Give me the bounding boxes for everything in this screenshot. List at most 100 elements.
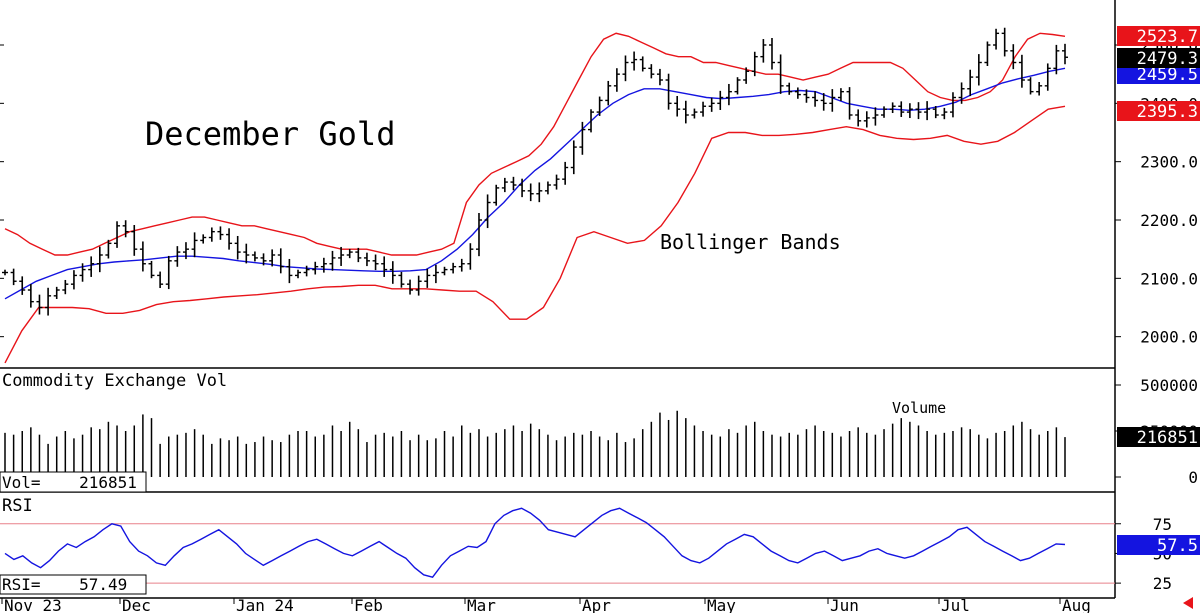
middle-band-value-label: 2459.5 (1117, 64, 1200, 85)
price-y-tick-label: 2200.0 (1140, 211, 1198, 230)
ohlc-bar (622, 55, 629, 82)
ohlc-bar (829, 89, 836, 112)
ohlc-bar (441, 266, 448, 276)
ohlc-bar (148, 260, 155, 279)
ohlc-bar (1036, 81, 1043, 96)
ohlc-bar (191, 232, 198, 258)
ohlc-bar (269, 249, 276, 267)
ohlc-bar (915, 102, 922, 120)
ohlc-bar (993, 28, 1000, 50)
chart-title: December Gold (145, 115, 395, 153)
volume-panel (4, 410, 1066, 477)
ohlc-bar (975, 54, 982, 86)
ohlc-bar (53, 286, 60, 299)
ohlc-bar (1053, 44, 1060, 75)
ohlc-bar (389, 261, 396, 284)
ohlc-bar (372, 254, 379, 271)
ohlc-bar (691, 108, 698, 119)
ohlc-bar (958, 82, 965, 104)
ohlc-bar (432, 264, 439, 284)
ohlc-bar (898, 101, 905, 117)
ohlc-bar (932, 106, 939, 119)
ohlc-bar (734, 77, 741, 95)
scroll-left-arrow-icon[interactable] (1183, 597, 1193, 609)
svg-text:2479.3: 2479.3 (1137, 49, 1198, 69)
ohlc-bar (846, 87, 853, 120)
ohlc-bar (777, 54, 784, 94)
ohlc-bar (277, 248, 284, 274)
lower-band-value-label: 2395.3 (1117, 101, 1200, 122)
ohlc-bar (475, 213, 482, 257)
ohlc-bar (165, 255, 172, 290)
ohlc-bar (19, 276, 26, 295)
upper-bollinger-band (4, 32, 1066, 256)
ohlc-bar (329, 250, 336, 271)
ohlc-bar (665, 73, 672, 110)
ohlc-bar (243, 243, 250, 264)
ohlc-bar (1018, 54, 1025, 88)
ohlc-bar (562, 161, 569, 185)
ohlc-bar (1001, 27, 1008, 57)
ohlc-bar (579, 121, 586, 155)
ohlc-bar (794, 87, 801, 99)
ohlc-bar (967, 69, 974, 97)
ohlc-bar (906, 103, 913, 119)
x-tick-label: Mar (467, 596, 496, 613)
ohlc-bar (10, 268, 17, 286)
ohlc-bar (2, 269, 8, 276)
svg-text:2459.5: 2459.5 (1137, 65, 1198, 85)
ohlc-bar (536, 182, 543, 203)
ohlc-bar (984, 41, 991, 66)
ohlc-bar (45, 287, 52, 316)
ohlc-bar (182, 242, 189, 260)
ohlc-bar (407, 279, 414, 295)
ohlc-bar (131, 225, 138, 256)
x-tick-label: Apr (582, 596, 611, 613)
ohlc-bar (70, 270, 77, 290)
ohlc-bar (114, 221, 121, 248)
ohlc-bar (674, 95, 681, 117)
middle-bollinger-band (4, 67, 1066, 300)
lower-bollinger-band (4, 105, 1066, 364)
ohlc-bar (596, 96, 603, 116)
ohlc-bar (1044, 63, 1051, 91)
ohlc-bar (1027, 77, 1034, 95)
ohlc-bar (381, 256, 388, 277)
ohlc-bar (398, 271, 405, 288)
x-tick-label: Nov 23 (4, 596, 62, 613)
ohlc-bar (415, 275, 422, 296)
rsi-line (4, 507, 1066, 578)
ohlc-bar (501, 177, 508, 193)
svg-text:57.5: 57.5 (1157, 536, 1198, 556)
svg-text:2523.7: 2523.7 (1137, 27, 1198, 47)
ohlc-bar (363, 252, 370, 267)
rsi-value-label: 57.5 (1117, 535, 1200, 556)
ohlc-bar (717, 90, 724, 110)
ohlc-bar (639, 56, 646, 72)
price-y-tick-label: 2100.0 (1140, 269, 1198, 288)
ohlc-bar (768, 38, 775, 70)
ohlc-bar (458, 258, 465, 272)
price-panel (2, 27, 1068, 364)
volume-readout-box (0, 471, 147, 493)
x-tick-label: Aug (1062, 596, 1091, 613)
ohlc-bar (613, 68, 620, 92)
ohlc-bar (234, 235, 241, 260)
ohlc-bar (837, 88, 844, 101)
volume-panel-title: Commodity Exchange Vol (2, 371, 227, 391)
ohlc-bar (36, 294, 43, 315)
ohlc-bar (295, 269, 302, 279)
ohlc-bar (812, 91, 819, 107)
rsi-readout-box (0, 574, 147, 595)
volume-annotation: Volume (892, 399, 946, 417)
ohlc-bar (286, 258, 293, 284)
x-tick-label: Feb (354, 596, 383, 613)
ohlc-bar (251, 251, 258, 262)
ohlc-bar (493, 184, 500, 206)
ohlc-bar (519, 178, 526, 198)
ohlc-bar (605, 80, 612, 106)
ohlc-bar (450, 262, 457, 274)
volume-y-tick-label: 0 (1188, 468, 1198, 487)
